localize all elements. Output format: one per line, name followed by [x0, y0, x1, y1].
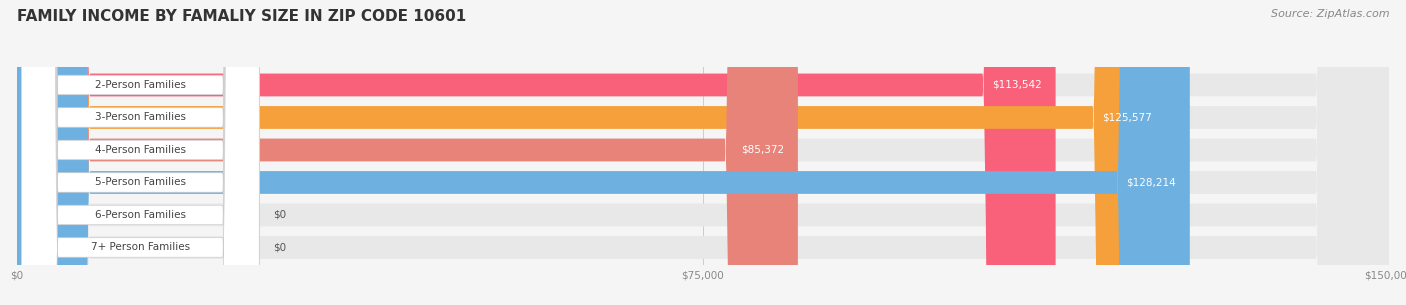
FancyBboxPatch shape [17, 0, 1189, 305]
FancyBboxPatch shape [17, 0, 1389, 305]
Text: 3-Person Families: 3-Person Families [94, 113, 186, 123]
Text: $113,542: $113,542 [993, 80, 1042, 90]
FancyBboxPatch shape [17, 0, 1389, 305]
Text: 2-Person Families: 2-Person Families [94, 80, 186, 90]
Text: 5-Person Families: 5-Person Families [94, 178, 186, 188]
FancyBboxPatch shape [21, 0, 259, 305]
Text: 4-Person Families: 4-Person Families [94, 145, 186, 155]
Text: $0: $0 [273, 242, 287, 253]
Text: $85,372: $85,372 [741, 145, 785, 155]
FancyBboxPatch shape [21, 0, 259, 305]
Text: Source: ZipAtlas.com: Source: ZipAtlas.com [1271, 9, 1389, 19]
Text: $128,214: $128,214 [1126, 178, 1175, 188]
FancyBboxPatch shape [21, 0, 259, 305]
FancyBboxPatch shape [17, 0, 1056, 305]
FancyBboxPatch shape [21, 0, 259, 305]
FancyBboxPatch shape [17, 0, 1166, 305]
Text: $0: $0 [273, 210, 287, 220]
Text: FAMILY INCOME BY FAMALIY SIZE IN ZIP CODE 10601: FAMILY INCOME BY FAMALIY SIZE IN ZIP COD… [17, 9, 467, 24]
Text: $125,577: $125,577 [1102, 113, 1152, 123]
FancyBboxPatch shape [17, 0, 1389, 305]
FancyBboxPatch shape [17, 0, 797, 305]
Text: 6-Person Families: 6-Person Families [94, 210, 186, 220]
FancyBboxPatch shape [21, 0, 259, 305]
Text: 7+ Person Families: 7+ Person Families [91, 242, 190, 253]
FancyBboxPatch shape [17, 0, 1389, 305]
FancyBboxPatch shape [17, 0, 1389, 305]
FancyBboxPatch shape [21, 0, 259, 305]
FancyBboxPatch shape [17, 0, 1389, 305]
